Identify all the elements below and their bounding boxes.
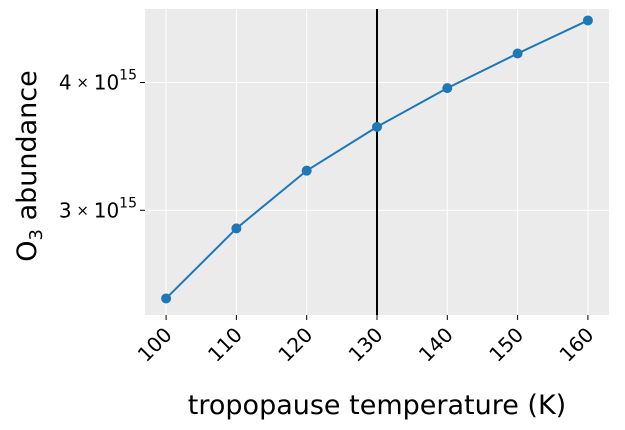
y-tick-exponent: 15 — [119, 195, 137, 211]
x-axis-ticks: 100 110 120 130 140 150 160 — [133, 315, 598, 367]
y-axis-title: O3 abundance — [12, 70, 47, 261]
data-point — [231, 223, 242, 234]
data-point — [582, 15, 593, 26]
y-tick-label: 3 × 1015 — [59, 195, 137, 222]
data-point — [301, 165, 312, 176]
x-tick-label: 140 — [414, 323, 458, 367]
y-tick-times: × — [72, 201, 94, 219]
y-tick-base: 10 — [94, 71, 119, 95]
data-point — [161, 293, 172, 304]
y-tick-mantissa: 3 — [59, 198, 72, 222]
y-tick-label: 4 × 1015 — [59, 68, 137, 95]
y-axis-title-main: O — [12, 240, 43, 261]
x-tick-label: 160 — [554, 323, 598, 367]
y-axis-title-rest: abundance — [12, 70, 43, 229]
data-point — [512, 48, 523, 59]
data-point — [442, 83, 453, 94]
x-tick-label: 150 — [484, 323, 528, 367]
y-tick-mantissa: 4 — [59, 71, 72, 95]
x-tick-label: 110 — [203, 323, 247, 367]
series-layer — [161, 15, 593, 304]
x-tick-label: 120 — [273, 323, 317, 367]
data-point — [372, 121, 382, 132]
y-axis-title-subscript: 3 — [26, 229, 47, 240]
y-tick-base: 10 — [94, 198, 119, 222]
x-tick-label: 100 — [133, 323, 177, 367]
x-tick-label: 130 — [344, 323, 388, 367]
y-tick-times: × — [72, 74, 94, 92]
y-tick-exponent: 15 — [119, 68, 137, 84]
x-axis-title: tropopause temperature (K) — [188, 390, 566, 421]
